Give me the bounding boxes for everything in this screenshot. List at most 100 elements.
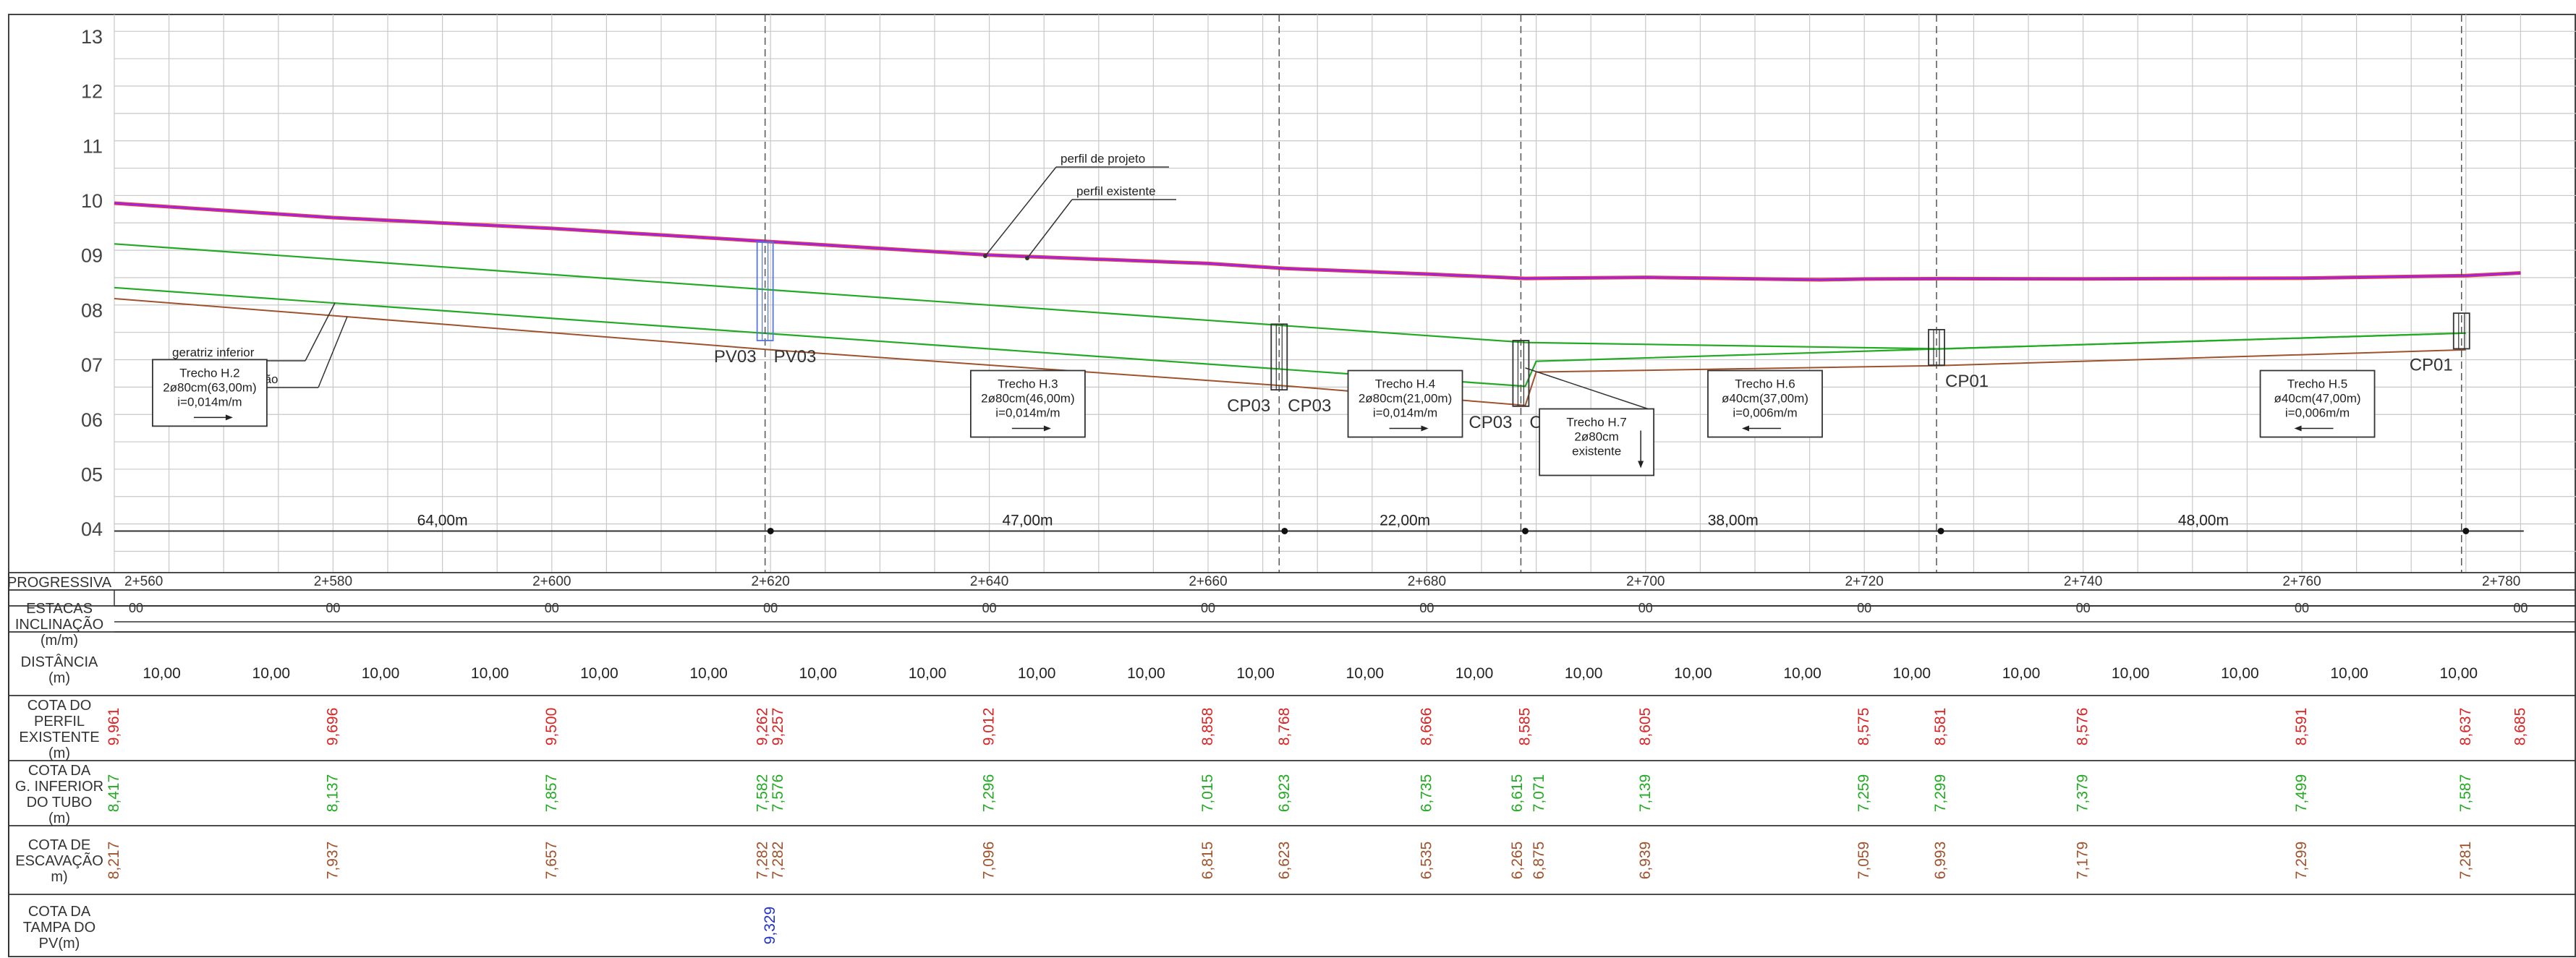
flow-arrowhead-icon [225,414,233,421]
cota-geratriz-inferior-value: 7,499 [2293,774,2310,813]
cota-escavacao-value: 7,282 [770,842,786,880]
estaca-label: 00 [129,601,143,615]
trecho-slope: i=0,006m/m [1733,406,1797,420]
cota-perfil-existente-value: 9,012 [981,708,998,746]
cota-geratriz-inferior-value: 7,379 [2075,774,2091,813]
pipe-invert-line [114,286,2466,388]
cota-escavacao-value: 6,623 [1276,842,1293,880]
cota-geratriz-inferior-value: 6,923 [1276,774,1293,813]
existing-profile-label: perfil existente [1076,184,1156,198]
estaca-label: 00 [1419,601,1434,615]
row-label-estacas: ESTACAS [26,601,93,617]
cota-geratriz-inferior-value: 8,417 [106,774,122,813]
existing-profile-label-arrow-tip [1025,256,1029,260]
trecho-pipe-size: 2ø80cm(46,00m) [981,392,1074,406]
row-label-cota-tubo: (m) [48,811,70,826]
distance-value: 10,00 [1236,665,1275,682]
estaca-label: 00 [2295,601,2309,615]
row-label-inclinacao: (m/m) [41,633,78,649]
flow-arrowhead-icon [1421,425,1429,432]
trecho-title: Trecho H.7 [1566,416,1626,429]
structure-box [1512,340,1530,407]
existing-profile-label-leader [1026,199,1073,259]
elevation-tick-label: 04 [81,518,103,540]
cota-geratriz-inferior-value: 7,576 [770,774,786,813]
distance-value: 10,00 [1127,665,1165,682]
elevation-tick-label: 11 [82,135,103,157]
cota-perfil-existente-value: 8,591 [2293,708,2310,746]
cota-escavacao-value: 6,875 [1531,842,1547,880]
structure-box [1270,323,1288,391]
project-profile-line [114,202,2521,281]
trecho-slope: i=0,014m/m [995,406,1060,420]
trecho-frame [2259,369,2376,438]
trecho-title: Trecho H.2 [179,366,239,380]
cota-perfil-existente-value: 9,696 [324,708,341,746]
trecho-slope: existente [1572,445,1621,458]
cota-tampa-value: 9,329 [762,907,778,945]
trecho-pipe-size: 2ø80cm(21,00m) [1359,392,1452,406]
distance-value: 10,00 [2221,665,2259,682]
cota-perfil-existente-value: 8,575 [1856,708,1872,746]
trecho-pipe-size: ø40cm(47,00m) [2274,392,2361,406]
cota-escavacao-value: 7,096 [981,842,998,880]
profile-annotations: perfil de projeto perfil existente geratri… [168,152,1176,388]
cota-escavacao-value: 6,265 [1509,842,1526,880]
distance-value: 10,00 [252,665,291,682]
cota-perfil-existente-value: 9,961 [106,708,122,746]
drawing-frame [8,14,2576,957]
cota-escavacao-value: 7,299 [2293,842,2310,880]
flow-arrowhead-icon [1043,425,1051,432]
trecho-title: Trecho H.3 [998,377,1058,391]
trecho-slope: i=0,014m/m [177,395,242,409]
distance-value: 10,00 [1018,665,1056,682]
distance-value: 10,00 [2112,665,2150,682]
progressiva-label: 2+740 [2064,574,2102,589]
distance-value: 10,00 [799,665,838,682]
flow-arrowhead-icon [1741,425,1749,432]
cota-geratriz-inferior-value: 7,299 [1932,774,1949,813]
row-label-cota-tubo: COTA DA [28,763,91,779]
project-profile-label: perfil de projeto [1060,152,1145,166]
row-label-cota-escavacao: ESCAVAÇÃO [15,852,103,869]
cota-escavacao-value: 8,217 [106,842,122,880]
cota-perfil-existente-value: 8,685 [2512,708,2528,746]
row-label-progressiva: PROGRESSIVA [7,575,112,591]
elevation-tick-label: 07 [81,354,103,376]
structure-label: CP01 [2410,355,2453,375]
row-label-cota-perfil: (m) [48,745,70,761]
progressiva-label: 2+580 [314,574,352,589]
estaca-label: 00 [2513,601,2528,615]
estaca-label: 00 [545,601,559,615]
distance-value: 10,00 [2002,665,2041,682]
progressiva-label: 2+780 [2482,574,2520,589]
excavation-profile-line [114,298,2466,406]
cota-escavacao-value: 6,535 [1418,842,1434,880]
cota-escavacao-value: 7,059 [1856,842,1872,880]
distance-value: 10,00 [362,665,400,682]
cota-perfil-existente-value: 8,858 [1199,708,1216,746]
segment-dimension-line: 64,00m 47,00m 22,00m 38,00m 48,00m [114,512,2524,534]
cota-geratriz-inferior-value: 7,071 [1531,774,1547,813]
row-label-cota-tampa: PV(m) [39,936,80,951]
dimension-node [1937,527,1944,534]
distance-value: 10,00 [1455,665,1494,682]
structure-label: CP01 [1945,372,1989,391]
row-label-cota-tampa: TAMPA DO [23,920,95,936]
cota-perfil-existente-value: 8,576 [2075,708,2091,746]
progressiva-label: 2+620 [752,574,790,589]
trecho-pipe-size: 2ø80cm(63,00m) [163,380,256,394]
distance-value: 10,00 [1346,665,1385,682]
segment-length-label: 22,00m [1380,512,1430,529]
cota-perfil-existente-value: 8,666 [1418,708,1434,746]
cota-escavacao-value: 7,179 [2075,842,2091,880]
distance-value: 10,00 [689,665,728,682]
cota-geratriz-inferior-value: 6,615 [1509,774,1526,813]
cota-perfil-existente-value: 8,637 [2457,708,2474,746]
structure-label: CP03 [1227,396,1270,416]
cota-escavacao-value: 7,657 [543,842,560,880]
